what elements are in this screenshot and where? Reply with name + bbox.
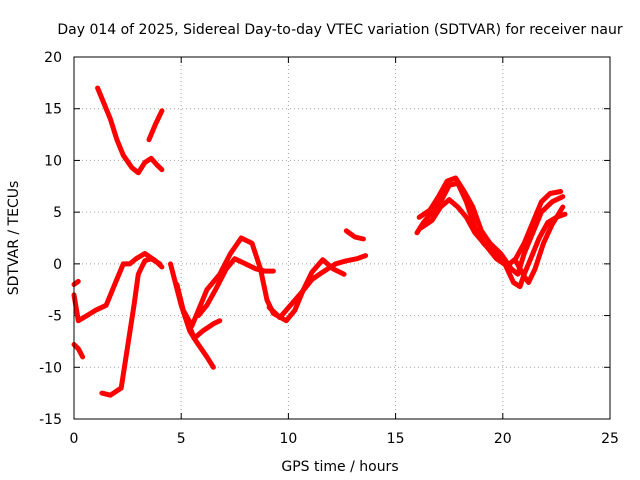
y-tick-label: 0 [53,257,62,273]
series-track-2 [146,108,165,143]
series-track-11 [266,253,369,321]
series-track-12 [343,228,366,242]
series-track-5 [71,342,86,360]
series-track-15 [418,189,564,269]
series-track-10 [195,256,276,319]
plot-frame [73,56,611,420]
y-tick-label: 15 [44,102,62,118]
x-tick-label: 5 [177,431,186,447]
x-tick-label: 25 [601,431,619,447]
data-series [71,85,568,398]
y-tick-label: 10 [44,153,62,169]
series-track-1 [95,85,165,176]
y-tick-label: -5 [48,309,62,325]
series-track-8 [183,313,223,341]
y-axis-label: SDTVAR / TECUs [6,181,22,296]
y-tick-label: 20 [44,50,62,66]
y-tick-label: -15 [39,412,62,428]
y-tick-label: 5 [53,205,62,221]
chart-title: Day 014 of 2025, Sidereal Day-to-day VTE… [57,22,623,38]
series-track-6 [99,256,163,398]
x-tick-label: 15 [387,431,405,447]
x-tick-label: 20 [494,431,512,447]
x-tick-label: 10 [279,431,297,447]
x-tick-label: 0 [70,431,79,447]
series-track-4 [71,251,165,324]
y-tick-label: -10 [39,360,62,376]
x-axis-label: GPS time / hours [281,459,398,475]
series-track-3 [71,278,81,287]
axis-ticks: 0 5 10 15 20 25 -15 -10 -5 0 5 10 15 20 [39,50,619,447]
series-track-14 [416,175,566,277]
series-track-16 [513,204,566,285]
